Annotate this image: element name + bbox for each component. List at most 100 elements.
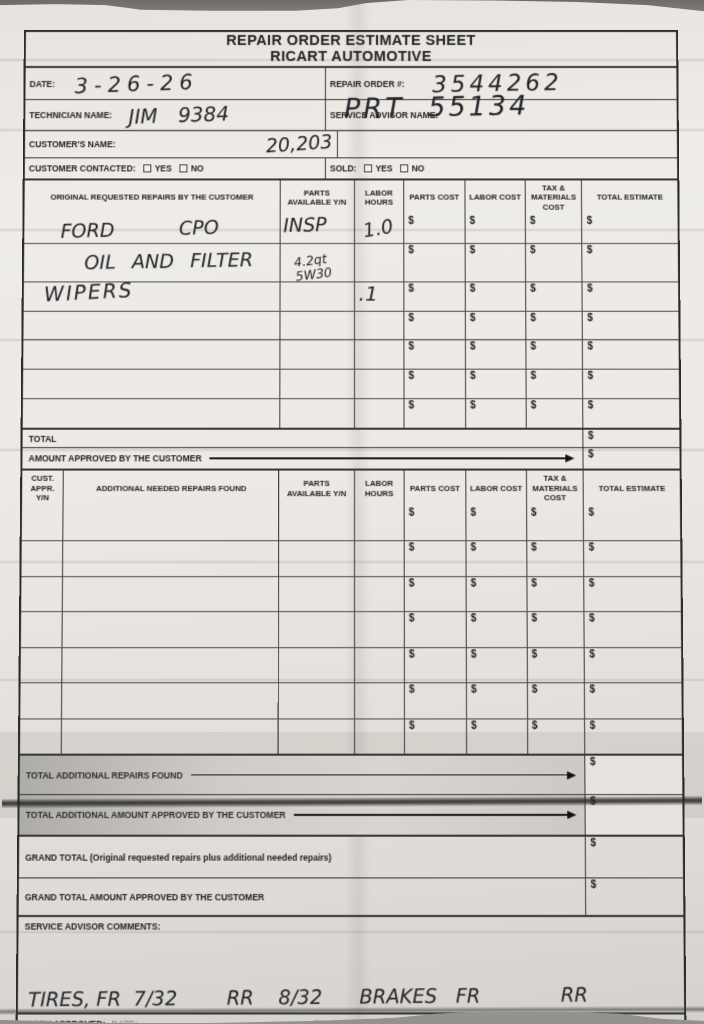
dollar-sign: $ [526,341,582,353]
dollar-sign: $ [405,612,466,624]
additional-repairs-table-body: $ $ $ $ $ $ $ $ [20,506,682,753]
work-approved-label: WORK APPROVED: [24,1018,106,1024]
table-row: $ $ $ $ [23,340,679,369]
dollar-sign: $ [583,311,678,323]
tax-materials-cell: $ [527,648,585,682]
table-row: $ $ $ $ [23,369,679,398]
total-estimate-cell: $ [584,683,681,718]
cust-appr-cell [21,577,62,611]
labor-hours-cell: .1 [354,282,404,310]
parts-cost-cell: $ [403,244,465,281]
additional-repairs-table-header: CUST. APPR. Y/N ADDITIONAL NEEDED REPAIR… [22,469,680,507]
dollar-sign: $ [586,878,683,891]
col-header-tax-materials: TAX & MATERIALS COST [525,180,582,214]
parts-available-cell: 4.2qt 5W30 [279,244,354,281]
arrow-right-icon [568,811,577,819]
labor-cost-cell: $ [466,683,527,718]
dollar-sign: $ [404,370,465,382]
customer-row-right-cell [337,131,677,157]
dollar-sign: $ [466,506,526,518]
arrow-right-icon [566,454,575,462]
dollar-sign: $ [585,719,681,731]
time-label: TIME: [314,1018,338,1024]
tax-materials-cell: $ [527,719,585,754]
parts-available-cell [278,612,353,646]
contacted-no-checkbox-icon [180,164,188,172]
parts-available-cell [279,506,354,540]
labor-hours-cell [354,399,404,427]
tax-materials-cell: $ [526,577,584,611]
labor-cost-cell: $ [466,648,527,682]
table-row: $ $ $ $ [22,506,681,540]
dollar-sign: $ [584,399,680,411]
col-header-labor-hours: LABOR HOURS [354,180,404,214]
amount-approved-label: AMOUNT APPROVED BY THE CUSTOMER [22,448,583,468]
technician-cell: TECHNICIAN NAME: JIM 9384 [25,100,325,130]
handwritten-hours-3: .1 [359,281,378,305]
labor-cost-cell: $ [465,282,525,310]
total-additional-repairs-cell: $ [585,756,683,794]
col-header-repairs: ORIGINAL REQUESTED REPAIRS BY THE CUSTOM… [24,180,279,214]
handwritten-advisor-code: PRT 55134 [344,90,530,124]
tax-materials-cell: $ [525,311,582,339]
parts-cost-cell: $ [403,370,465,398]
tax-materials-cell: $ [526,506,583,540]
date-label-footer: DATE: [112,1018,138,1024]
company-name: RICART AUTOMOTIVE [270,49,432,65]
amount-approved-text: AMOUNT APPROVED BY THE CUSTOMER [28,453,201,463]
parts-cost-cell: $ [404,542,466,576]
labor-cost-cell: $ [465,370,525,398]
cust-appr-cell [22,506,63,540]
date-label: DATE: [30,79,55,89]
total-estimate-cell: $ [583,506,680,540]
photographed-repair-order-sheet: REPAIR ORDER ESTIMATE SHEET RICART AUTOM… [0,0,704,1024]
handwritten-hours-1: 1.0 [361,215,395,242]
dollar-sign: $ [586,756,682,768]
parts-cost-cell: $ [404,683,466,718]
dollar-sign: $ [584,430,680,442]
labor-hours-cell [354,311,404,339]
cust-appr-cell [20,719,61,754]
parts-cost-cell: $ [404,612,466,646]
parts-cost-cell: $ [403,215,464,243]
dollar-sign: $ [467,719,527,731]
dollar-sign: $ [405,683,466,695]
col-header-total-estimate: TOTAL ESTIMATE [583,471,680,507]
grand-total-approved-row: GRAND TOTAL AMOUNT APPROVED BY THE CUSTO… [19,877,684,915]
total-estimate-cell: $ [584,577,681,611]
table-row: OIL AND FILTER 4.2qt 5W30 $ $ $ $ [24,243,678,281]
handwritten-repair-3: WIPERS [23,277,134,307]
parts-cost-cell: $ [404,506,466,540]
grand-total-approved-cell: $ [585,878,683,915]
labor-hours-cell [354,648,404,682]
col-header-labor-cost: LABOR COST [465,471,526,507]
total-label: TOTAL [23,430,583,447]
labor-cost-cell: $ [465,311,525,339]
dollar-sign: $ [583,215,678,227]
dollar-sign: $ [583,341,678,353]
dollar-sign: $ [585,577,681,589]
dollar-sign: $ [526,282,582,294]
dollar-sign: $ [466,244,525,256]
labor-cost-cell: $ [465,215,525,243]
dollar-sign: $ [585,612,681,624]
additional-repairs-cell [61,683,278,718]
labor-cost-cell: $ [466,542,527,576]
dollar-sign: $ [467,577,527,589]
total-estimate-cell: $ [583,399,680,427]
dollar-sign: $ [527,577,583,589]
handwritten-parts-2: 4.2qt 5W30 [293,248,356,284]
dollar-sign: $ [528,719,585,731]
parts-available-cell [278,719,353,754]
parts-available-cell [279,341,354,369]
table-row: $ $ $ $ [21,611,681,646]
total-estimate-cell: $ [583,542,680,576]
table-row: FORD CPO INSP 1.0 $ $ $ $ [24,215,678,243]
dollar-sign: $ [527,612,583,624]
table-row: $ $ $ $ [21,576,681,611]
table-row: $ $ $ $ [23,310,678,339]
labor-hours-cell [354,370,404,398]
dollar-sign: $ [404,311,465,323]
cust-appr-cell [21,612,62,646]
parts-cost-cell: $ [403,311,465,339]
